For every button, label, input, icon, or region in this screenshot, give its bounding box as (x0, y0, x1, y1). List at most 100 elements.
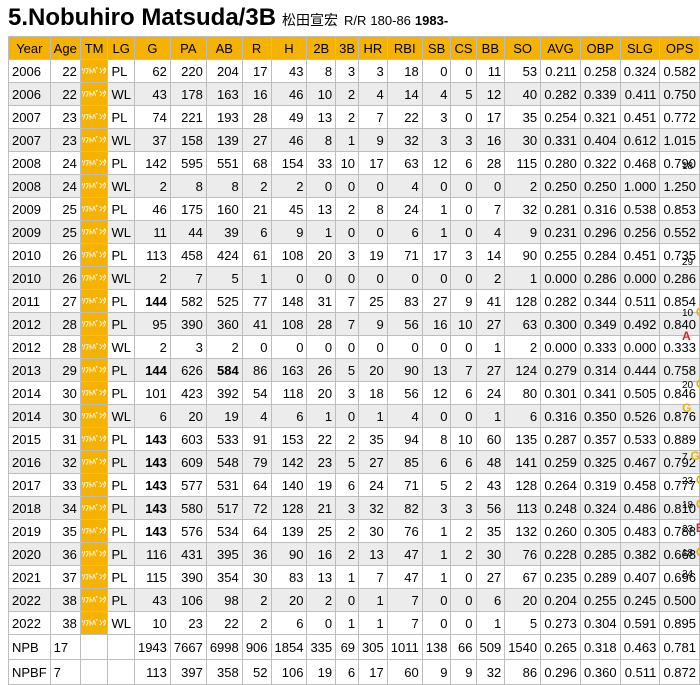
team-logo: ｿﾌﾄﾊﾞﾝｸ (80, 267, 108, 290)
total-h: 1854 (271, 635, 307, 660)
team-logo: ｿﾌﾄﾊﾞﾝｸ (80, 129, 108, 152)
cell-ops: 0.696 (660, 566, 700, 589)
cell-year: 2008 (9, 152, 51, 175)
team-logo: ｿﾌﾄﾊﾞﾝｸ (80, 244, 108, 267)
cell-ops: 1.250 (660, 175, 700, 198)
cell-d: 13 (307, 106, 336, 129)
cell-pa: 582 (170, 290, 206, 313)
cell-d: 28 (307, 313, 336, 336)
cell-sb: 0 (422, 60, 451, 83)
cell-rbi: 4 (387, 405, 422, 428)
cell-g: 143 (134, 520, 170, 543)
cell-g: 10 (134, 612, 170, 635)
cell-age: 36 (50, 543, 80, 566)
cell-ab: 424 (206, 244, 242, 267)
cell-league: PL (108, 198, 135, 221)
cell-sb: 3 (422, 497, 451, 520)
cell-rbi: 56 (387, 313, 422, 336)
cell-obp: 0.296 (580, 221, 620, 244)
award-badge: G (682, 401, 691, 415)
cell-h: 9 (271, 221, 307, 244)
total-d: 19 (307, 660, 336, 685)
empty-cell (80, 660, 108, 685)
cell-g: 2 (134, 175, 170, 198)
cell-bb: 1 (476, 612, 505, 635)
cell-age: 27 (50, 290, 80, 313)
cell-cs: 0 (451, 336, 476, 359)
team-logo: ｿﾌﾄﾊﾞﾝｸ (80, 566, 108, 589)
cell-so: 80 (505, 382, 541, 405)
cell-so: 113 (505, 497, 541, 520)
cell-slg: 0.407 (620, 566, 660, 589)
cell-rbi: 76 (387, 520, 422, 543)
team-logo: ｿﾌﾄﾊﾞﾝｸ (80, 359, 108, 382)
total-r: 52 (242, 660, 271, 685)
award-badge: G (690, 449, 699, 463)
column-header: PA (170, 37, 206, 60)
cell-r: 2 (242, 589, 271, 612)
cell-hr: 35 (359, 428, 388, 451)
total-ab: 6998 (206, 635, 242, 660)
column-header: SO (505, 37, 541, 60)
cell-h: 153 (271, 428, 307, 451)
cell-ab: 160 (206, 198, 242, 221)
cell-h: 140 (271, 474, 307, 497)
cell-g: 95 (134, 313, 170, 336)
total-avg: 0.265 (541, 635, 581, 660)
cell-avg: 0.235 (541, 566, 581, 589)
cell-bb: 43 (476, 474, 505, 497)
column-header: HR (359, 37, 388, 60)
cell-hr: 1 (359, 589, 388, 612)
cell-r: 30 (242, 566, 271, 589)
cell-bb: 60 (476, 428, 505, 451)
cell-so: 30 (505, 129, 541, 152)
cell-t: 2 (336, 83, 359, 106)
cell-sb: 0 (422, 612, 451, 635)
cell-so: 6 (505, 405, 541, 428)
cell-t: 10 (336, 152, 359, 175)
cell-t: 3 (336, 60, 359, 83)
cell-pa: 458 (170, 244, 206, 267)
team-logo: ｿﾌﾄﾊﾞﾝｸ (80, 382, 108, 405)
cell-year: 2007 (9, 129, 51, 152)
cell-rbi: 32 (387, 129, 422, 152)
cell-bb: 16 (476, 129, 505, 152)
cell-league: PL (108, 106, 135, 129)
cell-hr: 25 (359, 290, 388, 313)
cell-rbi: 90 (387, 359, 422, 382)
award-badge: G (696, 377, 700, 391)
cell-avg: 0.248 (541, 497, 581, 520)
cell-r: 2 (242, 612, 271, 635)
cell-age: 29 (50, 359, 80, 382)
cell-sb: 1 (422, 543, 451, 566)
cell-cs: 6 (451, 152, 476, 175)
cell-league: WL (108, 336, 135, 359)
cell-so: 90 (505, 244, 541, 267)
cell-league: PL (108, 244, 135, 267)
cell-bb: 24 (476, 382, 505, 405)
cell-rbi: 7 (387, 589, 422, 612)
cell-d: 8 (307, 129, 336, 152)
cell-so: 135 (505, 428, 541, 451)
cell-bb: 7 (476, 198, 505, 221)
cell-cs: 2 (451, 520, 476, 543)
cell-cs: 2 (451, 543, 476, 566)
cell-cs: 7 (451, 359, 476, 382)
empty-cell (108, 635, 135, 660)
cell-slg: 0.256 (620, 221, 660, 244)
team-logo: ｿﾌﾄﾊﾞﾝｸ (80, 589, 108, 612)
cell-d: 0 (307, 612, 336, 635)
cell-bb: 1 (476, 336, 505, 359)
cell-so: 1 (505, 267, 541, 290)
team-logo: ｿﾌﾄﾊﾞﾝｸ (80, 290, 108, 313)
cell-ab: 517 (206, 497, 242, 520)
cell-h: 6 (271, 405, 307, 428)
cell-h: 46 (271, 83, 307, 106)
cell-ops: 0.333 (660, 336, 700, 359)
rank-awards: 18 G (682, 545, 700, 559)
